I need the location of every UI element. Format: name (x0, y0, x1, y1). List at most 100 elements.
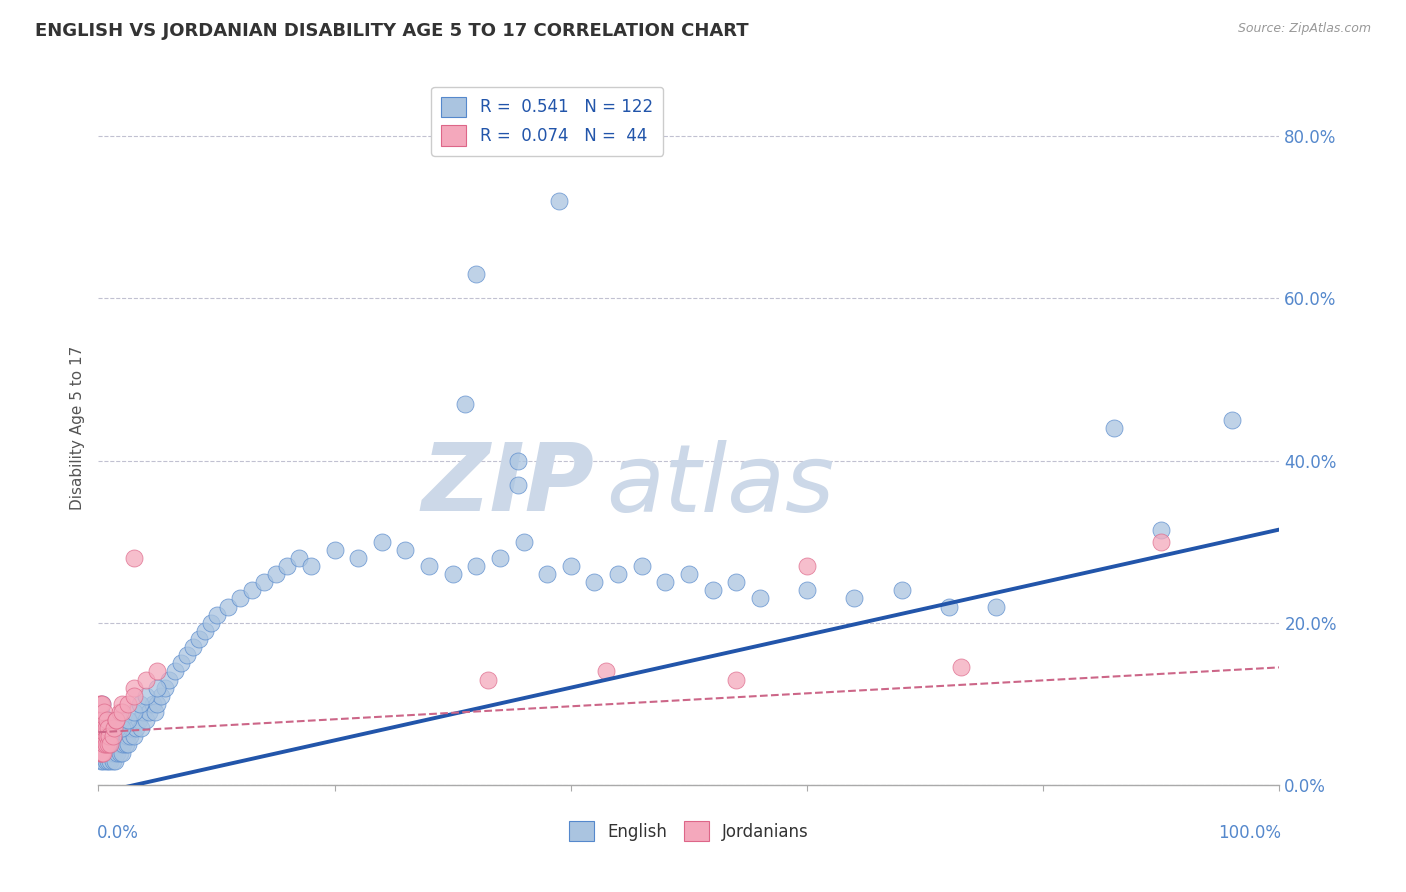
Point (94, 721, 117, 735)
Point (98, 746, 121, 760)
Point (101, 754, 124, 768)
Point (702, 583, 724, 598)
Point (595, 665, 617, 679)
Point (111, 697, 134, 711)
Point (347, 550, 370, 565)
Point (98, 729, 121, 743)
Point (748, 591, 770, 606)
Point (146, 681, 169, 695)
Point (96, 721, 118, 735)
Point (157, 673, 180, 687)
Point (96, 729, 118, 743)
Point (135, 689, 157, 703)
Point (105, 738, 128, 752)
Point (91, 721, 114, 735)
Point (143, 705, 166, 719)
Point (1220, 413, 1243, 427)
Point (108, 746, 131, 760)
Point (796, 583, 818, 598)
Point (96, 713, 118, 727)
Point (90, 705, 112, 719)
Point (105, 721, 128, 735)
Point (128, 697, 150, 711)
Point (125, 721, 148, 735)
Point (89, 697, 111, 711)
Point (89, 729, 111, 743)
Point (844, 591, 866, 606)
Point (194, 624, 217, 638)
Point (117, 697, 139, 711)
Point (418, 559, 440, 574)
Point (103, 746, 125, 760)
Point (98, 729, 121, 743)
Point (548, 194, 571, 208)
Point (94, 738, 117, 752)
Text: Source: ZipAtlas.com: Source: ZipAtlas.com (1237, 22, 1371, 36)
Point (93, 721, 115, 735)
Point (98, 729, 121, 743)
Point (91, 729, 114, 743)
Point (91, 746, 114, 760)
Point (105, 746, 128, 760)
Point (630, 559, 652, 574)
Point (90, 697, 112, 711)
Point (146, 697, 169, 711)
Text: ENGLISH VS JORDANIAN DISABILITY AGE 5 TO 17 CORRELATION CHART: ENGLISH VS JORDANIAN DISABILITY AGE 5 TO… (35, 22, 749, 40)
Point (115, 729, 138, 743)
Point (453, 397, 475, 411)
Point (200, 615, 222, 630)
Point (98, 738, 121, 752)
Point (89, 713, 111, 727)
Point (97, 721, 120, 735)
Point (890, 583, 912, 598)
Point (938, 599, 960, 614)
Point (276, 559, 298, 574)
Point (108, 705, 131, 719)
Point (96, 713, 118, 727)
Point (90, 738, 112, 752)
Point (122, 729, 145, 743)
Point (138, 705, 160, 719)
Point (323, 542, 346, 557)
Point (122, 689, 145, 703)
Point (1102, 421, 1125, 435)
Text: 100.0%: 100.0% (1218, 824, 1281, 842)
Point (96, 729, 118, 743)
Point (100, 746, 122, 760)
Point (96, 746, 118, 760)
Point (98, 738, 121, 752)
Point (89, 746, 111, 760)
Point (165, 665, 187, 679)
Point (97, 754, 120, 768)
Point (506, 478, 529, 492)
Text: 0.0%: 0.0% (97, 824, 139, 842)
Point (89, 705, 111, 719)
Point (112, 729, 135, 743)
Point (121, 721, 143, 735)
Point (111, 721, 134, 735)
Point (97, 738, 120, 752)
Point (111, 746, 134, 760)
Point (89, 729, 111, 743)
Point (299, 559, 322, 574)
Point (181, 640, 204, 654)
Point (91, 754, 114, 768)
Text: atlas: atlas (606, 440, 835, 531)
Point (114, 738, 136, 752)
Point (217, 599, 239, 614)
Point (796, 559, 818, 574)
Point (229, 591, 252, 606)
Point (176, 648, 198, 663)
Point (477, 673, 499, 687)
Point (135, 673, 157, 687)
Point (506, 453, 529, 467)
Point (94, 729, 117, 743)
Point (112, 738, 135, 752)
Point (104, 754, 127, 768)
Point (949, 660, 972, 674)
Legend: English, Jordanians: English, Jordanians (562, 814, 815, 848)
Point (94, 738, 117, 752)
Point (984, 599, 1007, 614)
Point (132, 705, 155, 719)
Y-axis label: Disability Age 5 to 17: Disability Age 5 to 17 (69, 346, 84, 510)
